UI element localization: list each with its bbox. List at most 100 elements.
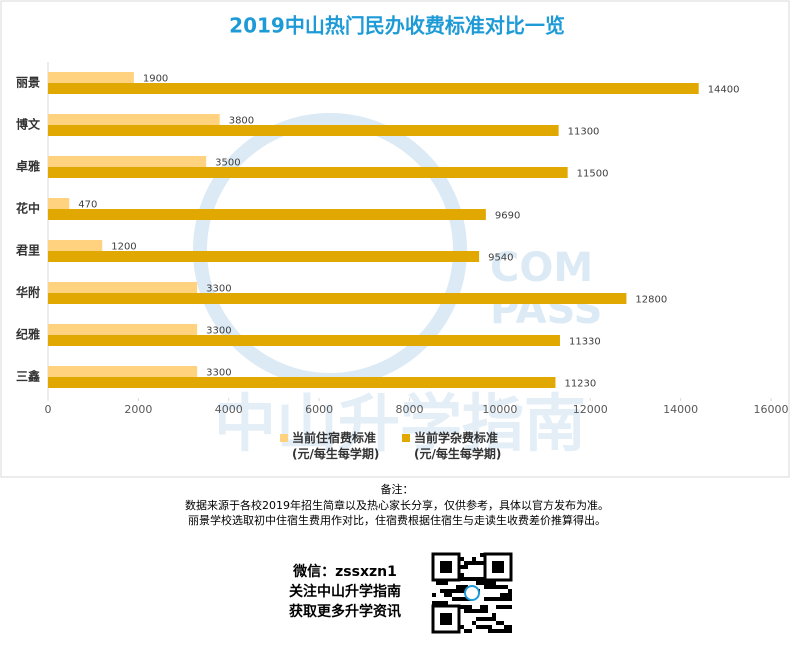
qr-module: [464, 565, 468, 569]
qr-module: [480, 609, 484, 613]
qr-module: [444, 601, 448, 605]
qr-module: [460, 605, 464, 609]
bar: [48, 293, 627, 304]
legend-swatch: [280, 434, 288, 442]
bar: [48, 251, 480, 262]
qr-module: [468, 629, 472, 633]
qr-module: [468, 605, 472, 609]
qr-module: [484, 597, 488, 601]
data-label: 3300: [206, 326, 231, 337]
qr-module: [464, 577, 468, 581]
x-tick-label: 6000: [305, 403, 333, 416]
qr-module: [468, 561, 472, 565]
note-line: 数据来源于各校2019年招生简章以及热心家长分享，仅供参考，具体以官方发布为准。: [185, 498, 609, 512]
bar: [48, 366, 198, 377]
bar: [48, 377, 556, 388]
y-tick-label: 博文: [16, 117, 41, 132]
bar: [48, 282, 198, 293]
bar: [48, 167, 568, 178]
qr-module: [488, 597, 492, 601]
y-tick-label: 三鑫: [16, 369, 40, 384]
qr-module: [508, 625, 512, 629]
qr-module: [460, 585, 464, 589]
qr-module: [492, 613, 496, 617]
qr-module: [492, 597, 496, 601]
qr-module: [472, 561, 476, 565]
qr-module: [460, 565, 464, 569]
qr-module: [472, 621, 476, 625]
qr-module: [452, 597, 456, 601]
qr-module: [484, 617, 488, 621]
y-tick-label: 丽景: [16, 76, 40, 90]
data-label: 3500: [215, 158, 240, 169]
qr-module: [456, 585, 460, 589]
qr-module: [484, 625, 488, 629]
qr-module: [484, 585, 488, 589]
qr-module: [444, 581, 448, 585]
footer-line: 获取更多升学资讯: [289, 603, 401, 620]
qr-module: [504, 629, 508, 633]
data-label: 1200: [111, 242, 136, 253]
x-tick-label: 14000: [663, 403, 698, 416]
qr-logo: [464, 585, 480, 601]
qr-module: [492, 581, 496, 585]
qr-module: [500, 605, 504, 609]
qr-module: [500, 593, 504, 597]
qr-module: [492, 629, 496, 633]
data-label: 9540: [488, 253, 513, 264]
qr-finder: [440, 561, 452, 573]
qr-module: [500, 585, 504, 589]
qr-module: [432, 593, 436, 597]
qr-module: [464, 561, 468, 565]
qr-module: [444, 589, 448, 593]
bar: [48, 156, 207, 167]
qr-module: [488, 585, 492, 589]
y-tick-label: 纪雅: [16, 327, 40, 342]
qr-module: [480, 625, 484, 629]
qr-module: [484, 605, 488, 609]
qr-module: [476, 561, 480, 565]
qr-module: [496, 629, 500, 633]
qr-module: [500, 629, 504, 633]
qr-module: [488, 625, 492, 629]
qr-finder: [431, 604, 461, 634]
qr-module: [432, 601, 436, 605]
note-line: 丽景学校选取初中住宿生费用作对比，住宿费根据住宿生与走读生收费差价推算得出。: [188, 513, 606, 527]
bar: [48, 209, 486, 220]
y-tick-label: 花中: [16, 201, 40, 216]
qr-module: [496, 597, 500, 601]
bar: [48, 240, 103, 251]
bar: [48, 125, 559, 136]
data-label: 11300: [568, 127, 600, 138]
qr-module: [504, 597, 508, 601]
data-label: 14400: [708, 85, 740, 96]
qr-module: [472, 609, 476, 613]
qr-module: [456, 597, 460, 601]
qr-module: [460, 557, 464, 561]
bar: [48, 324, 198, 335]
qr-module: [508, 597, 512, 601]
qr-module: [464, 629, 468, 633]
qr-module: [436, 581, 440, 585]
qr-module: [492, 617, 496, 621]
data-label: 3300: [206, 368, 231, 379]
data-label: 11330: [569, 337, 601, 348]
qr-module: [508, 593, 512, 597]
y-tick-label: 华附: [16, 285, 40, 300]
chart-title: 2019中山热门民办收费标准对比一览: [229, 14, 565, 38]
bar: [48, 335, 560, 346]
legend-swatch: [402, 434, 410, 442]
qr-module: [504, 605, 508, 609]
qr-module: [436, 601, 440, 605]
qr-module: [476, 609, 480, 613]
note-heading: 备注：: [381, 482, 414, 496]
qr-module: [460, 589, 464, 593]
footer-line: 关注中山升学指南: [289, 583, 401, 600]
qr-module: [480, 581, 484, 585]
qr-module: [440, 581, 444, 585]
x-tick-label: 4000: [215, 403, 243, 416]
data-label: 9690: [495, 211, 520, 222]
data-label: 470: [78, 200, 97, 211]
qr-module: [468, 577, 472, 581]
